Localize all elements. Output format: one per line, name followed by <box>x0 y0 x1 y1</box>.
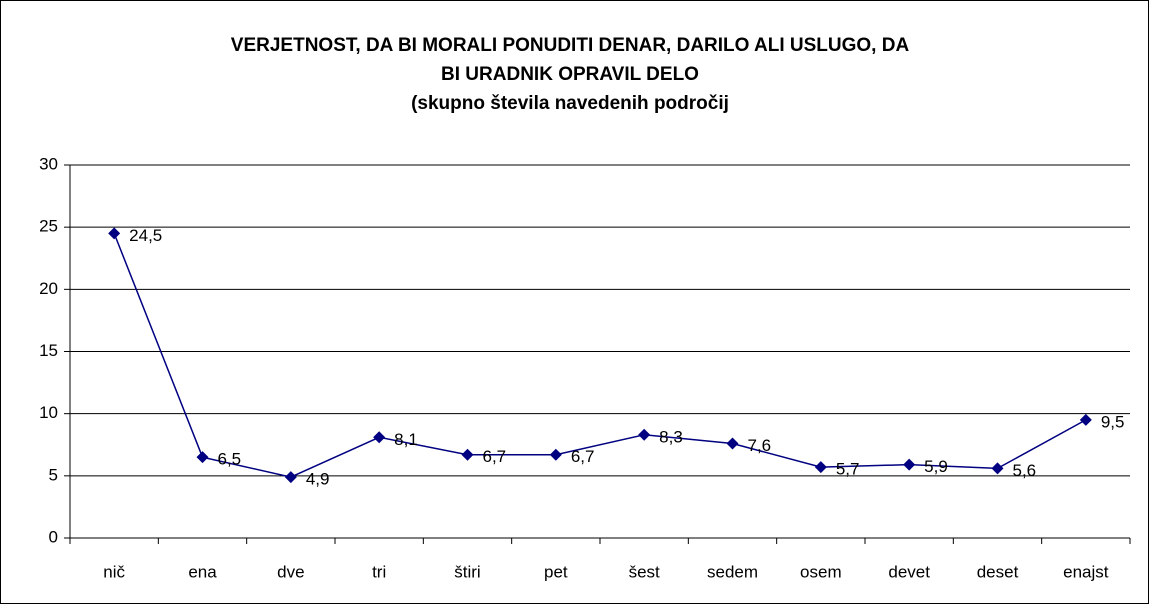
x-tick-label: deset <box>977 562 1019 581</box>
x-tick-label: osem <box>800 562 842 581</box>
chart-title: VERJETNOST, DA BI MORALI PONUDITI DENAR,… <box>231 35 910 56</box>
data-label: 5,7 <box>836 460 860 479</box>
x-tick-label: pet <box>544 562 568 581</box>
marker <box>638 428 651 441</box>
x-tick-label: šest <box>629 562 660 581</box>
chart-title: (skupno števila navedenih področij <box>411 93 729 114</box>
marker <box>284 471 297 484</box>
marker <box>373 431 386 444</box>
marker <box>991 462 1004 475</box>
y-tick-label: 20 <box>39 279 58 298</box>
x-tick-label: tri <box>372 562 386 581</box>
x-tick-label: štiri <box>454 562 480 581</box>
marker <box>196 451 209 464</box>
y-tick-label: 15 <box>39 341 58 360</box>
y-tick-label: 25 <box>39 217 58 236</box>
data-label: 24,5 <box>129 226 162 245</box>
x-tick-label: nič <box>103 562 125 581</box>
marker <box>903 458 916 471</box>
data-label: 5,6 <box>1013 461 1037 480</box>
data-label: 8,3 <box>659 427 683 446</box>
marker <box>1079 413 1092 426</box>
line <box>113 233 1087 478</box>
marker <box>814 461 827 474</box>
data-label: 9,5 <box>1101 412 1125 431</box>
x-tick-label: dve <box>277 562 304 581</box>
y-tick-label: 5 <box>49 465 58 484</box>
x-tick-label: sedem <box>707 562 758 581</box>
x-tick-label: ena <box>188 562 217 581</box>
data-label: 5,9 <box>924 457 948 476</box>
x-tick-label: enajst <box>1063 562 1109 581</box>
y-tick-label: 10 <box>39 403 58 422</box>
y-tick-label: 0 <box>49 527 58 546</box>
x-tick-label: devet <box>888 562 930 581</box>
data-label: 7,6 <box>748 436 772 455</box>
data-label: 6,7 <box>571 447 595 466</box>
data-label: 6,7 <box>483 447 507 466</box>
marker <box>461 448 474 461</box>
data-label: 8,1 <box>394 430 418 449</box>
marker <box>108 227 121 240</box>
chart-title: BI URADNIK OPRAVIL DELO <box>441 64 699 85</box>
data-label: 4,9 <box>306 470 330 489</box>
data-label: 6,5 <box>218 450 242 469</box>
marker <box>549 448 562 461</box>
y-tick-label: 30 <box>39 154 58 173</box>
marker <box>726 437 739 450</box>
